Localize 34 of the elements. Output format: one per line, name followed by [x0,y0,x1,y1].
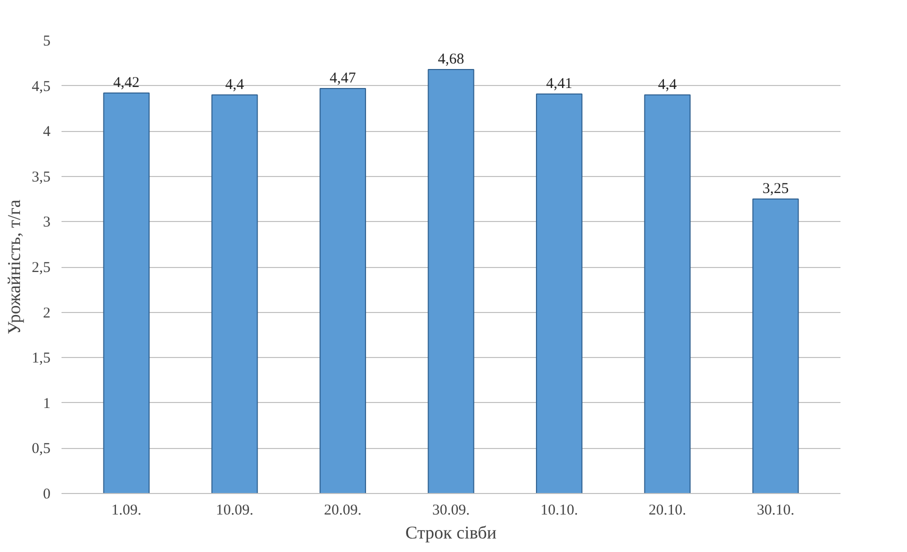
x-tick-label: 20.09. [324,502,362,518]
y-tick-label: 1 [43,396,50,412]
data-label: 4,4 [225,76,244,93]
y-tick-label: 5 [43,34,50,50]
data-label: 4,42 [113,75,140,92]
data-label: 4,47 [330,70,356,87]
bar [211,94,258,494]
data-label: 4,4 [658,76,678,93]
data-label: 3,25 [762,181,789,198]
y-tick-label: 2 [43,305,50,322]
y-tick-label: 3 [43,214,50,231]
x-tick-label: 10.09. [216,502,254,518]
bar [752,198,799,494]
x-tick-label: 20.10. [648,502,686,518]
y-tick-label: 0 [43,486,50,502]
bar [103,92,150,494]
y-tick-label: 2,5 [32,260,50,276]
y-tick-label: 0,5 [32,441,50,458]
y-tick-label: 3,5 [32,169,50,186]
x-tick-label: 10.10. [540,502,578,518]
data-label: 4,41 [546,76,572,92]
x-axis-title: Строк сівби [405,522,497,542]
bar [428,68,474,494]
x-tick-label: 30.10. [756,502,794,518]
y-tick-label: 4 [43,124,51,140]
y-axis-title: Урожайність, т/га [4,200,24,334]
bar [536,93,582,494]
y-tick-label: 4,5 [32,78,50,95]
bar [320,88,366,494]
y-tick-label: 1,5 [32,350,50,367]
bar [644,94,691,494]
data-label: 4,68 [438,51,464,68]
x-tick-label: 1.09. [111,502,142,518]
x-tick-label: 30.09. [432,502,470,518]
